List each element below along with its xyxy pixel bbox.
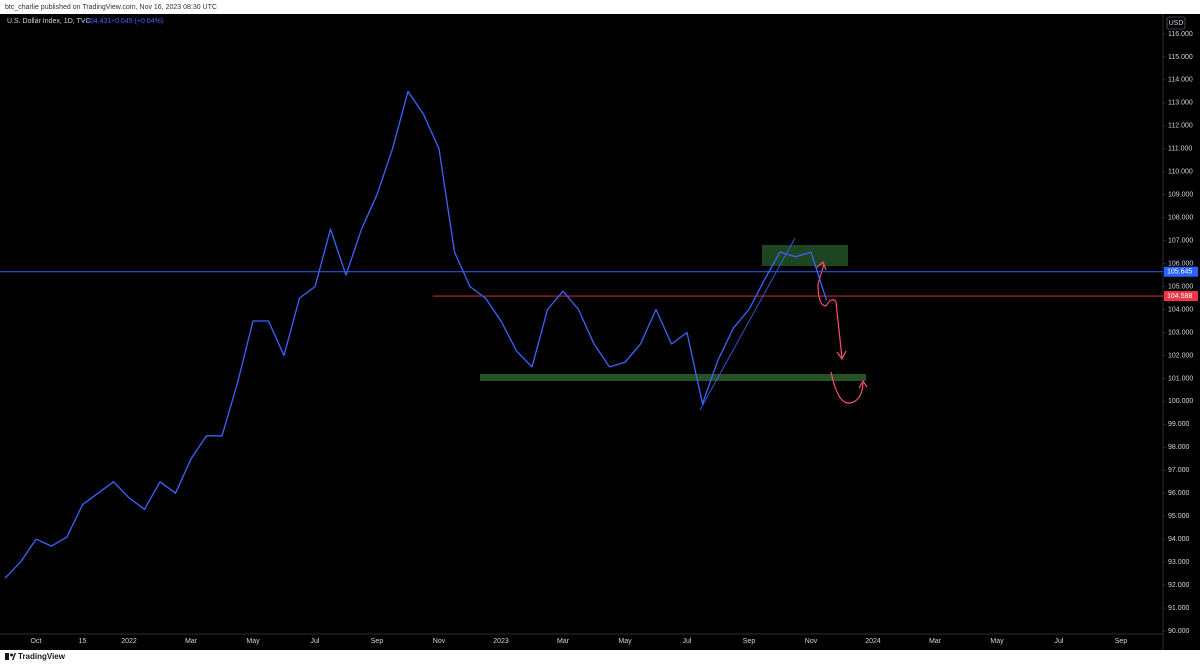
currency[interactable]: USD xyxy=(1169,20,1184,27)
y-tick-label: 94.000 xyxy=(1168,536,1190,543)
down-arrow xyxy=(817,263,843,359)
y-tick-label: 92.000 xyxy=(1168,582,1190,589)
legend-change: +0.045 (+0.04%) xyxy=(111,18,163,25)
up-arrow xyxy=(830,371,864,404)
up-arrow-head xyxy=(858,379,868,389)
y-tick-label: 98.000 xyxy=(1168,444,1190,451)
y-tick-label: 101.000 xyxy=(1168,375,1193,382)
x-tick-label: Mar xyxy=(185,638,198,645)
y-tick-label: 99.000 xyxy=(1168,421,1190,428)
price-tag xyxy=(1164,266,1198,277)
y-tick-label: 93.000 xyxy=(1168,559,1190,566)
x-tick-label: May xyxy=(618,638,632,645)
y-tick-label: 105.000 xyxy=(1168,283,1193,290)
header: btc_charlie published on TradingView.com… xyxy=(5,4,217,11)
support-zone xyxy=(480,374,866,381)
y-tick-label: 100.000 xyxy=(1168,398,1193,405)
legend-title: U.S. Dollar Index, 1D, TVC xyxy=(7,18,91,25)
x-tick-label: Oct xyxy=(31,638,42,645)
top-arrow-head xyxy=(815,260,827,271)
legend-last-price: 104.431 xyxy=(86,18,111,25)
x-tick-label: May xyxy=(246,638,260,645)
x-tick-label: Jul xyxy=(311,638,320,645)
price-tag-label: 104.588 xyxy=(1167,293,1192,300)
x-tick-label: Sep xyxy=(743,638,756,645)
y-tick-label: 108.000 xyxy=(1168,215,1193,222)
y-tick-label: 103.000 xyxy=(1168,329,1193,336)
price-tag-label: 105.645 xyxy=(1167,269,1192,276)
x-tick-label: Nov xyxy=(433,638,446,645)
plot-background xyxy=(0,14,1200,650)
x-tick-label: Jul xyxy=(683,638,692,645)
y-tick-label: 91.000 xyxy=(1168,605,1190,612)
x-tick-label: 15 xyxy=(79,638,87,645)
logo-part xyxy=(5,653,9,660)
y-tick-label: 106.000 xyxy=(1168,260,1193,267)
y-tick-label: 107.000 xyxy=(1168,237,1193,244)
x-tick-label: Jul xyxy=(1055,638,1064,645)
y-tick-label: 96.000 xyxy=(1168,490,1190,497)
y-tick-label: 114.000 xyxy=(1168,77,1193,84)
logo-part xyxy=(12,653,16,660)
y-tick-label: 110.000 xyxy=(1168,169,1193,176)
resistance-zone xyxy=(762,245,848,266)
x-tick-label: Mar xyxy=(929,638,942,645)
x-tick-label: Sep xyxy=(371,638,384,645)
price-line-series xyxy=(4,90,828,579)
x-tick-label: 2023 xyxy=(493,638,509,645)
down-arrow-head xyxy=(836,350,847,361)
logo-part xyxy=(10,653,13,657)
x-tick-label: May xyxy=(990,638,1004,645)
y-tick-label: 113.000 xyxy=(1168,100,1193,107)
y-tick-label: 95.000 xyxy=(1168,513,1190,520)
x-tick-label: 2022 xyxy=(121,638,137,645)
footer: TradingView xyxy=(18,652,66,661)
projection-arrows xyxy=(815,260,868,404)
trend-line xyxy=(699,237,796,411)
currency-box[interactable] xyxy=(1166,16,1186,30)
x-tick-label: Nov xyxy=(805,638,818,645)
y-tick-label: 90.000 xyxy=(1168,628,1190,635)
y-tick-label: 115.000 xyxy=(1168,54,1193,61)
y-tick-label: 112.000 xyxy=(1168,123,1193,130)
y-tick-label: 116.000 xyxy=(1168,31,1193,38)
footer-logo xyxy=(5,653,16,660)
price-tag xyxy=(1164,291,1198,302)
x-tick-label: Sep xyxy=(1115,638,1128,645)
y-tick-label: 109.000 xyxy=(1168,192,1193,199)
y-tick-label: 97.000 xyxy=(1168,467,1190,474)
y-tick-label: 111.000 xyxy=(1168,146,1192,153)
x-tick-label: Mar xyxy=(557,638,570,645)
y-tick-label: 102.000 xyxy=(1168,352,1193,359)
x-tick-label: 2024 xyxy=(865,638,881,645)
y-tick-label: 104.000 xyxy=(1168,306,1193,313)
